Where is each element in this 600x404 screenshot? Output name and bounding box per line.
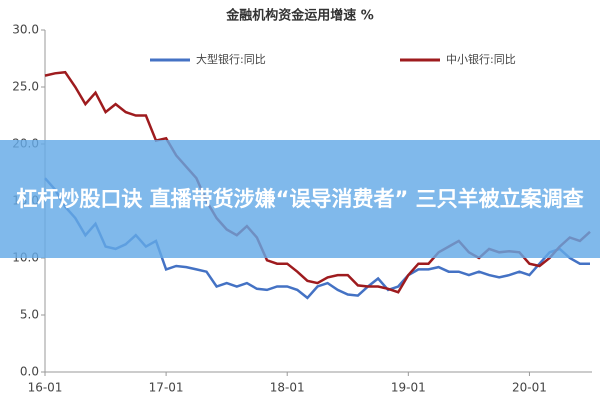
x-tick-label: 17-01 (149, 381, 184, 395)
x-tick-label: 20-01 (512, 381, 547, 395)
y-tick-label: 25.0 (12, 80, 39, 94)
x-tick-label: 18-01 (270, 381, 305, 395)
y-tick-label: 30.0 (12, 23, 39, 37)
x-tick-label: 19-01 (391, 381, 426, 395)
news-banner[interactable]: 杠杆炒股口诀 直播带货涉嫌“误导消费者” 三只羊被立案调查 (0, 140, 600, 258)
x-tick-label: 16-01 (28, 381, 63, 395)
chart-title: 金融机构资金运用增速 % (225, 8, 374, 24)
legend-label: 中小银行:同比 (446, 52, 516, 66)
legend-label: 大型银行:同比 (196, 52, 266, 66)
y-tick-label: 5.0 (20, 308, 39, 322)
y-tick-label: 0.0 (20, 365, 39, 379)
